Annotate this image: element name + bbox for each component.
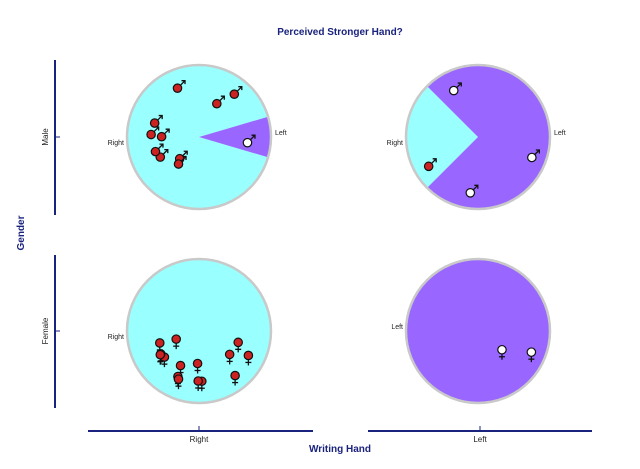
slice-label-left: Left bbox=[554, 130, 566, 137]
male-marker-right bbox=[212, 95, 225, 109]
male-marker-right bbox=[229, 86, 243, 99]
female-marker-left bbox=[526, 347, 537, 363]
pie-panels: Right Left Right Left Right Left bbox=[108, 63, 566, 405]
slice-label-right: Right bbox=[387, 140, 403, 147]
male-marker-left bbox=[527, 149, 540, 163]
x-axis-title: Writing Hand bbox=[309, 444, 371, 455]
male-marker-left bbox=[242, 134, 256, 148]
female-marker-right bbox=[171, 334, 181, 350]
y-tick-label-female: Female bbox=[41, 317, 50, 344]
slice-right bbox=[127, 259, 271, 403]
slice-left bbox=[199, 116, 271, 158]
slice-label-right: Right bbox=[108, 140, 124, 147]
male-marker-right bbox=[423, 158, 437, 172]
chart-title: Perceived Stronger Hand? bbox=[277, 27, 403, 38]
y-axis-title: Gender bbox=[16, 215, 27, 250]
male-marker-right bbox=[156, 128, 170, 142]
y-tick-label-male: Male bbox=[41, 128, 50, 146]
female-marker-right bbox=[173, 374, 184, 390]
female-marker-right bbox=[193, 376, 203, 392]
pie-border bbox=[125, 63, 273, 211]
male-marker-left bbox=[448, 82, 462, 96]
slice-label-left: Left bbox=[391, 324, 403, 331]
pie-border bbox=[404, 257, 552, 405]
female-marker-left bbox=[497, 344, 507, 360]
female-marker-right bbox=[230, 370, 240, 386]
female-marker-right bbox=[243, 350, 254, 366]
female-marker-right bbox=[155, 349, 166, 365]
pie-male-left: Right Left bbox=[387, 63, 566, 211]
male-marker-right bbox=[149, 114, 163, 128]
x-tick-label-left: Left bbox=[473, 435, 487, 444]
slice-right bbox=[406, 86, 478, 188]
slice-label-right: Right bbox=[108, 334, 124, 341]
female-marker-right bbox=[224, 349, 235, 365]
slice-right bbox=[127, 65, 269, 210]
pie-border bbox=[125, 257, 273, 405]
female-marker-right bbox=[233, 337, 243, 353]
pie-female-left: Left bbox=[391, 257, 552, 405]
male-marker-right bbox=[150, 143, 164, 157]
male-marker-right bbox=[172, 80, 186, 93]
pie-female-right: Right bbox=[108, 257, 273, 405]
slice-left bbox=[406, 259, 550, 403]
pie-male-right: Right Left bbox=[108, 63, 287, 211]
slice-label-left: Left bbox=[275, 130, 287, 137]
male-marker-left bbox=[465, 184, 479, 198]
male-marker-right bbox=[173, 155, 187, 169]
x-tick-label-right: Right bbox=[190, 435, 209, 444]
female-marker-right bbox=[192, 358, 203, 374]
slice-left bbox=[427, 64, 550, 209]
pie-border bbox=[404, 63, 552, 211]
